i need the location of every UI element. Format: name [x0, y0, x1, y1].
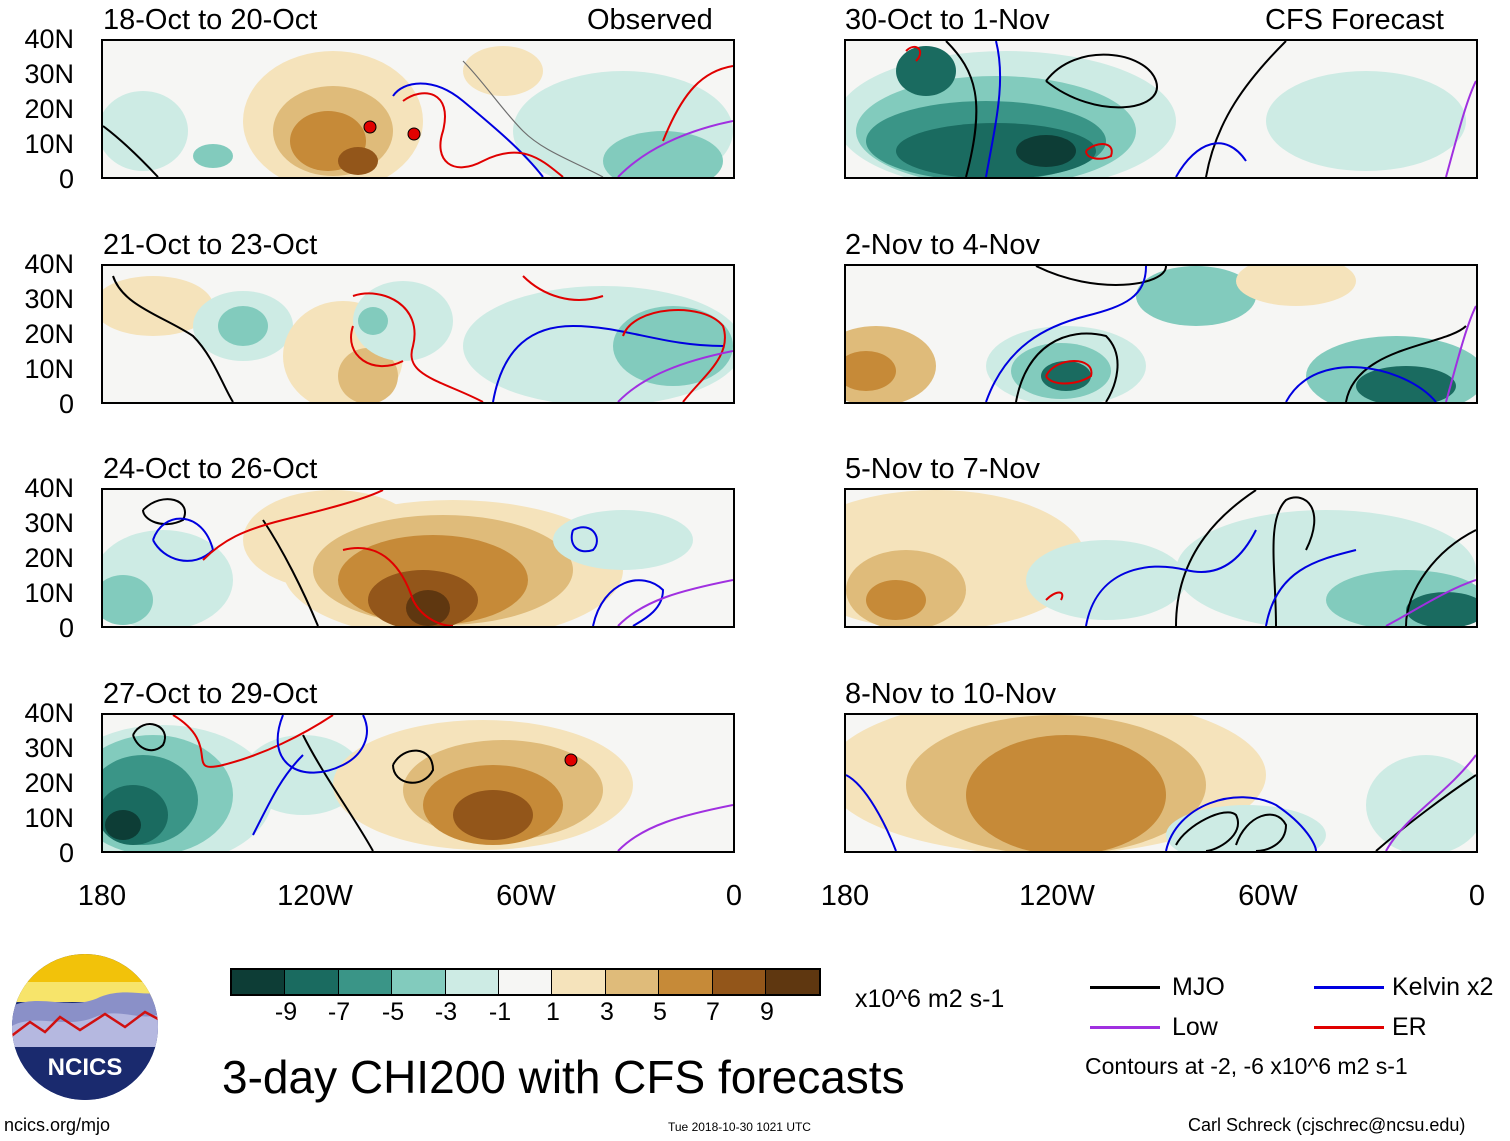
lat-tick-20n: 20N — [24, 94, 74, 124]
lat-tick-10n: 10N — [24, 354, 74, 384]
cfs-forecast-label: CFS Forecast — [1265, 4, 1444, 36]
legend-label-mjo: MJO — [1172, 973, 1225, 1001]
lon-tick-0: 0 — [725, 880, 743, 912]
panel-title-1: 18-Oct to 20-Oct — [103, 4, 318, 36]
legend-label-low: Low — [1172, 1013, 1218, 1041]
lat-tick-20n: 20N — [24, 543, 74, 573]
legend-line-mjo — [1090, 986, 1160, 989]
lat-tick-20n: 20N — [24, 319, 74, 349]
colorbar-tick: 9 — [760, 998, 774, 1026]
lat-tick-20n: 20N — [24, 768, 74, 798]
logo-text: NCICS — [48, 1054, 123, 1081]
legend-line-kelvin — [1314, 986, 1384, 989]
panel-title-7: 5-Nov to 7-Nov — [845, 453, 1041, 485]
colorbar-tick: -3 — [434, 998, 458, 1026]
map-panel-4 — [101, 713, 735, 853]
map-panel-2 — [101, 264, 735, 404]
legend-line-low — [1090, 1026, 1160, 1029]
lat-tick-0: 0 — [58, 838, 74, 868]
colorbar-swatch — [552, 970, 606, 994]
colorbar — [230, 968, 822, 996]
legend-label-kelvin: Kelvin x2 — [1392, 973, 1494, 1001]
map-panel-5 — [844, 39, 1478, 179]
figure-title: 3-day CHI200 with CFS forecasts — [222, 1051, 905, 1103]
map-panel-3 — [101, 488, 735, 628]
colorbar-swatch — [765, 970, 820, 994]
observed-label: Observed — [587, 4, 713, 36]
lon-tick-0: 0 — [1468, 880, 1486, 912]
author-credit: Carl Schreck (cjschrec@ncsu.edu) — [1188, 1115, 1466, 1135]
lon-tick-120w: 120W — [1019, 880, 1095, 912]
panel-title-8: 8-Nov to 10-Nov — [845, 678, 1057, 710]
lat-tick-0: 0 — [58, 389, 74, 419]
legend-label-er: ER — [1392, 1013, 1427, 1041]
contour-note: Contours at -2, -6 x10^6 m2 s-1 — [1085, 1053, 1408, 1079]
lat-tick-30n: 30N — [24, 284, 74, 314]
lat-tick-40n: 40N — [24, 249, 74, 279]
lat-tick-40n: 40N — [24, 698, 74, 728]
map-panel-8 — [844, 713, 1478, 853]
colorbar-tick: -9 — [274, 998, 298, 1026]
lat-tick-40n: 40N — [24, 24, 74, 54]
site-link[interactable]: ncics.org/mjo — [4, 1115, 111, 1135]
colorbar-tick: 3 — [600, 998, 614, 1026]
lat-tick-0: 0 — [58, 613, 74, 643]
map-panel-1 — [101, 39, 735, 179]
lon-tick-60w: 60W — [1238, 880, 1298, 912]
colorbar-swatch — [392, 970, 446, 994]
colorbar-tick: -1 — [488, 998, 512, 1026]
colorbar-tick: -7 — [327, 998, 351, 1026]
colorbar-swatch — [659, 970, 713, 994]
lon-tick-180: 180 — [77, 880, 127, 912]
colorbar-swatch — [605, 970, 660, 994]
lat-tick-30n: 30N — [24, 733, 74, 763]
ncics-logo: NCICS — [10, 952, 160, 1107]
lat-tick-40n: 40N — [24, 473, 74, 503]
colorbar-swatch — [232, 970, 286, 994]
lat-tick-30n: 30N — [24, 59, 74, 89]
colorbar-tick: 7 — [706, 998, 720, 1026]
panel-title-3: 24-Oct to 26-Oct — [103, 453, 318, 485]
lat-tick-30n: 30N — [24, 508, 74, 538]
lat-tick-10n: 10N — [24, 803, 74, 833]
colorbar-swatch — [285, 970, 339, 994]
colorbar-swatch — [498, 970, 553, 994]
panel-title-5: 30-Oct to 1-Nov — [845, 4, 1050, 36]
colorbar-swatch — [338, 970, 393, 994]
lat-tick-0: 0 — [58, 164, 74, 194]
panel-title-2: 21-Oct to 23-Oct — [103, 229, 318, 261]
lon-tick-60w: 60W — [496, 880, 556, 912]
panel-title-6: 2-Nov to 4-Nov — [845, 229, 1041, 261]
colorbar-swatch — [712, 970, 766, 994]
lon-tick-180: 180 — [820, 880, 870, 912]
colorbar-tick: 1 — [546, 998, 560, 1026]
colorbar-swatch — [445, 970, 499, 994]
legend-line-er — [1314, 1026, 1384, 1029]
lat-tick-10n: 10N — [24, 129, 74, 159]
panel-title-4: 27-Oct to 29-Oct — [103, 678, 318, 710]
map-panel-6 — [844, 264, 1478, 404]
units-label: x10^6 m2 s-1 — [855, 985, 1005, 1013]
map-panel-7 — [844, 488, 1478, 628]
lat-tick-10n: 10N — [24, 578, 74, 608]
colorbar-tick: 5 — [653, 998, 667, 1026]
timestamp: Tue 2018-10-30 1021 UTC — [668, 1120, 811, 1134]
colorbar-tick: -5 — [381, 998, 405, 1026]
lon-tick-120w: 120W — [277, 880, 353, 912]
